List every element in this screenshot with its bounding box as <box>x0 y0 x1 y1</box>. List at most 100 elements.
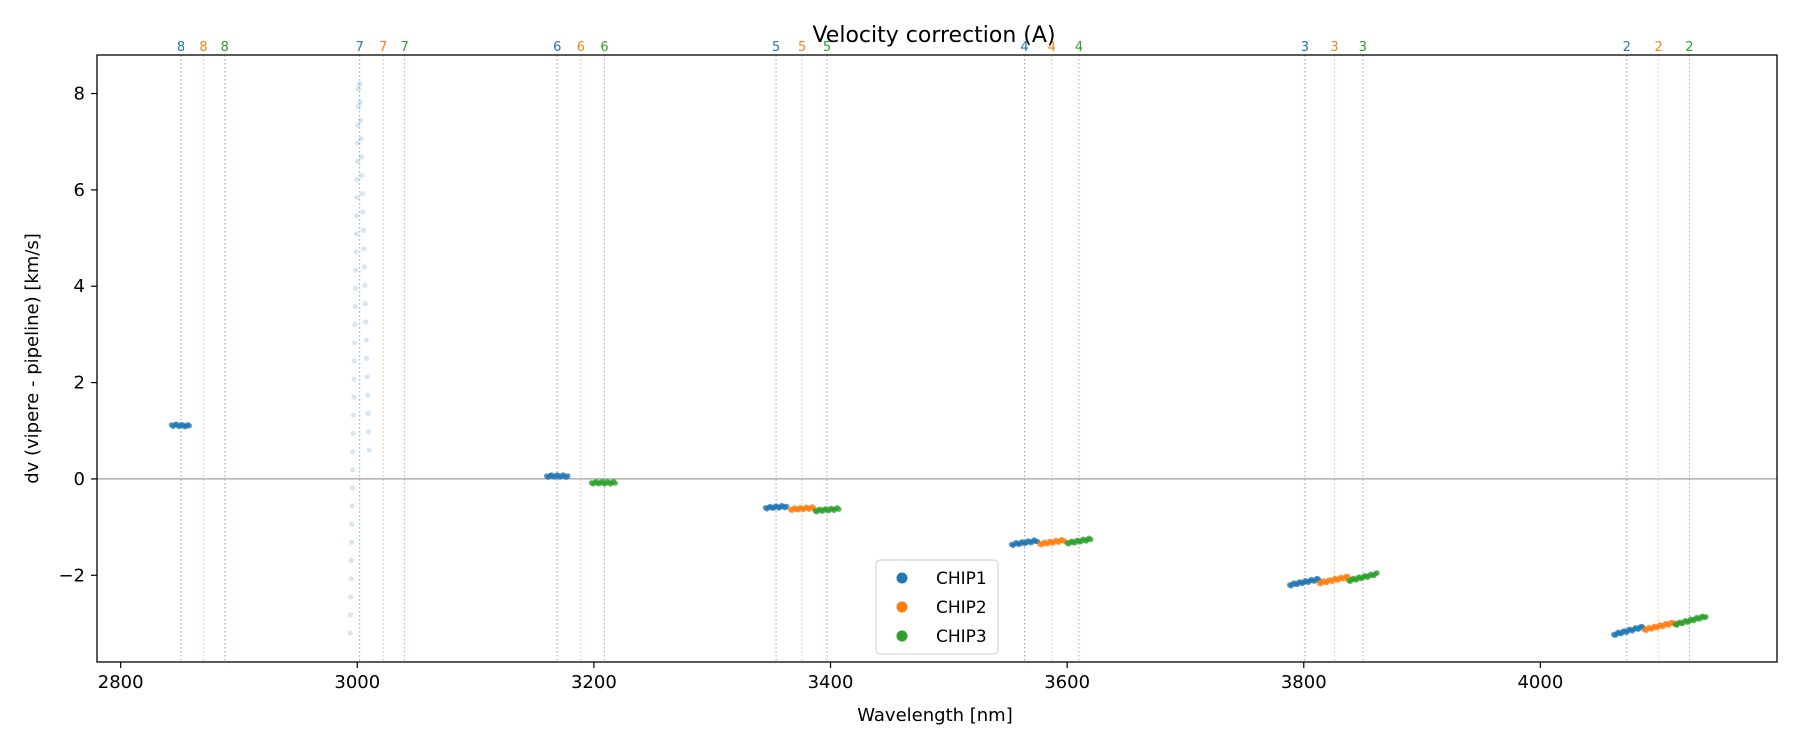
series-chip1-order-7 <box>347 86 362 636</box>
data-point <box>359 172 365 178</box>
x-tick-label: 3800 <box>1281 672 1327 693</box>
y-axis-label: dv (vipere - pipeline) [km/s] <box>22 233 43 484</box>
series-chip2-order-2 <box>1641 619 1679 634</box>
data-point <box>366 447 372 453</box>
data-point <box>350 449 356 455</box>
order-label-2-chip2: 2 <box>1655 40 1663 55</box>
data-point <box>362 282 368 288</box>
data-point <box>349 521 355 527</box>
data-point <box>351 376 357 382</box>
data-point <box>353 267 359 273</box>
legend-marker-chip2 <box>896 601 908 613</box>
data-point <box>352 303 358 310</box>
order-label-6-chip1: 6 <box>553 40 561 55</box>
series-chip1-order-4 <box>1008 537 1041 549</box>
series-chip1-order-8 <box>168 421 192 430</box>
x-tick-label: 3400 <box>808 672 854 693</box>
series-chip2-order-4 <box>1037 536 1068 548</box>
x-tick-label: 3600 <box>1044 672 1090 693</box>
data-point <box>360 209 366 215</box>
legend-marker-chip3 <box>896 630 908 642</box>
order-label-6-chip3: 6 <box>600 40 608 55</box>
series-chip2-order-5 <box>787 504 817 514</box>
data-point <box>363 319 369 325</box>
order-label-3-chip2: 3 <box>1330 40 1338 55</box>
data-points <box>168 81 1709 638</box>
data-point <box>364 355 370 362</box>
y-tick-label: 6 <box>74 180 85 201</box>
order-label-8-chip2: 8 <box>199 40 207 55</box>
y-tick-label: 0 <box>74 469 85 490</box>
order-label-5-chip3: 5 <box>823 40 831 55</box>
y-tick-label: 2 <box>74 373 85 394</box>
data-point <box>355 86 362 92</box>
x-tick-label: 3200 <box>571 672 617 693</box>
data-point <box>364 374 370 380</box>
data-point <box>354 158 360 164</box>
order-label-8-chip3: 8 <box>221 40 229 55</box>
data-point <box>612 480 618 486</box>
data-point <box>349 503 355 509</box>
data-point <box>359 191 366 197</box>
order-label-4-chip3: 4 <box>1075 40 1083 55</box>
data-point <box>365 392 371 398</box>
data-point <box>353 231 359 237</box>
data-point <box>347 612 354 618</box>
legend-label-chip1: CHIP1 <box>936 569 987 589</box>
data-point <box>351 394 357 400</box>
data-point <box>365 410 371 416</box>
order-label-4-chip1: 4 <box>1020 40 1028 55</box>
data-point <box>363 337 369 343</box>
data-point <box>1374 570 1380 576</box>
data-point <box>1703 614 1709 620</box>
x-tick-label: 3000 <box>334 672 380 693</box>
order-label-5-chip2: 5 <box>798 40 806 55</box>
data-point <box>358 136 364 142</box>
order-label-8-chip1: 8 <box>177 40 185 55</box>
data-point <box>836 506 842 512</box>
data-point <box>358 117 364 124</box>
data-point <box>565 473 571 479</box>
data-point <box>351 358 357 364</box>
legend-label-chip3: CHIP3 <box>936 627 987 647</box>
data-point <box>350 412 357 418</box>
legend-label-chip2: CHIP2 <box>936 598 987 618</box>
x-axis-ticks: 2800 3000 3200 3400 3600 3800 4000 <box>98 662 1563 693</box>
data-point <box>357 99 363 105</box>
data-point <box>784 503 790 509</box>
data-point <box>352 322 358 328</box>
data-point <box>348 557 354 564</box>
series-chip3-order-2 <box>1672 613 1709 628</box>
order-label-2-chip3: 2 <box>1685 40 1693 55</box>
data-point <box>357 81 363 87</box>
data-point <box>355 122 361 128</box>
order-label-3-chip3: 3 <box>1359 40 1367 55</box>
data-point <box>354 195 360 201</box>
order-label-2-chip1: 2 <box>1623 40 1631 55</box>
order-label-6-chip2: 6 <box>577 40 585 55</box>
y-tick-label: 4 <box>74 276 85 297</box>
data-point <box>362 301 368 307</box>
data-point <box>358 154 365 160</box>
data-point <box>354 176 360 183</box>
data-point <box>349 485 355 491</box>
y-tick-label: 8 <box>74 84 85 105</box>
order-label-4-chip2: 4 <box>1048 40 1056 55</box>
data-point <box>366 429 372 435</box>
data-point <box>347 630 353 636</box>
series-chip1-order-6 <box>543 472 571 480</box>
series-chip1-order-2 <box>1611 623 1647 638</box>
legend-marker-chip1 <box>896 572 908 584</box>
data-point <box>186 423 192 429</box>
series-chip2-order-3 <box>1316 573 1352 587</box>
data-point <box>352 340 358 346</box>
series-chip1-order-3 <box>1286 575 1322 589</box>
chart-title: Velocity correction (A) <box>812 23 1055 48</box>
order-label-3-chip1: 3 <box>1301 40 1309 55</box>
series-chip1-order-5 <box>762 502 790 512</box>
series-chip3-order-3 <box>1346 570 1380 585</box>
order-lines <box>180 55 1691 662</box>
data-point <box>353 213 360 219</box>
